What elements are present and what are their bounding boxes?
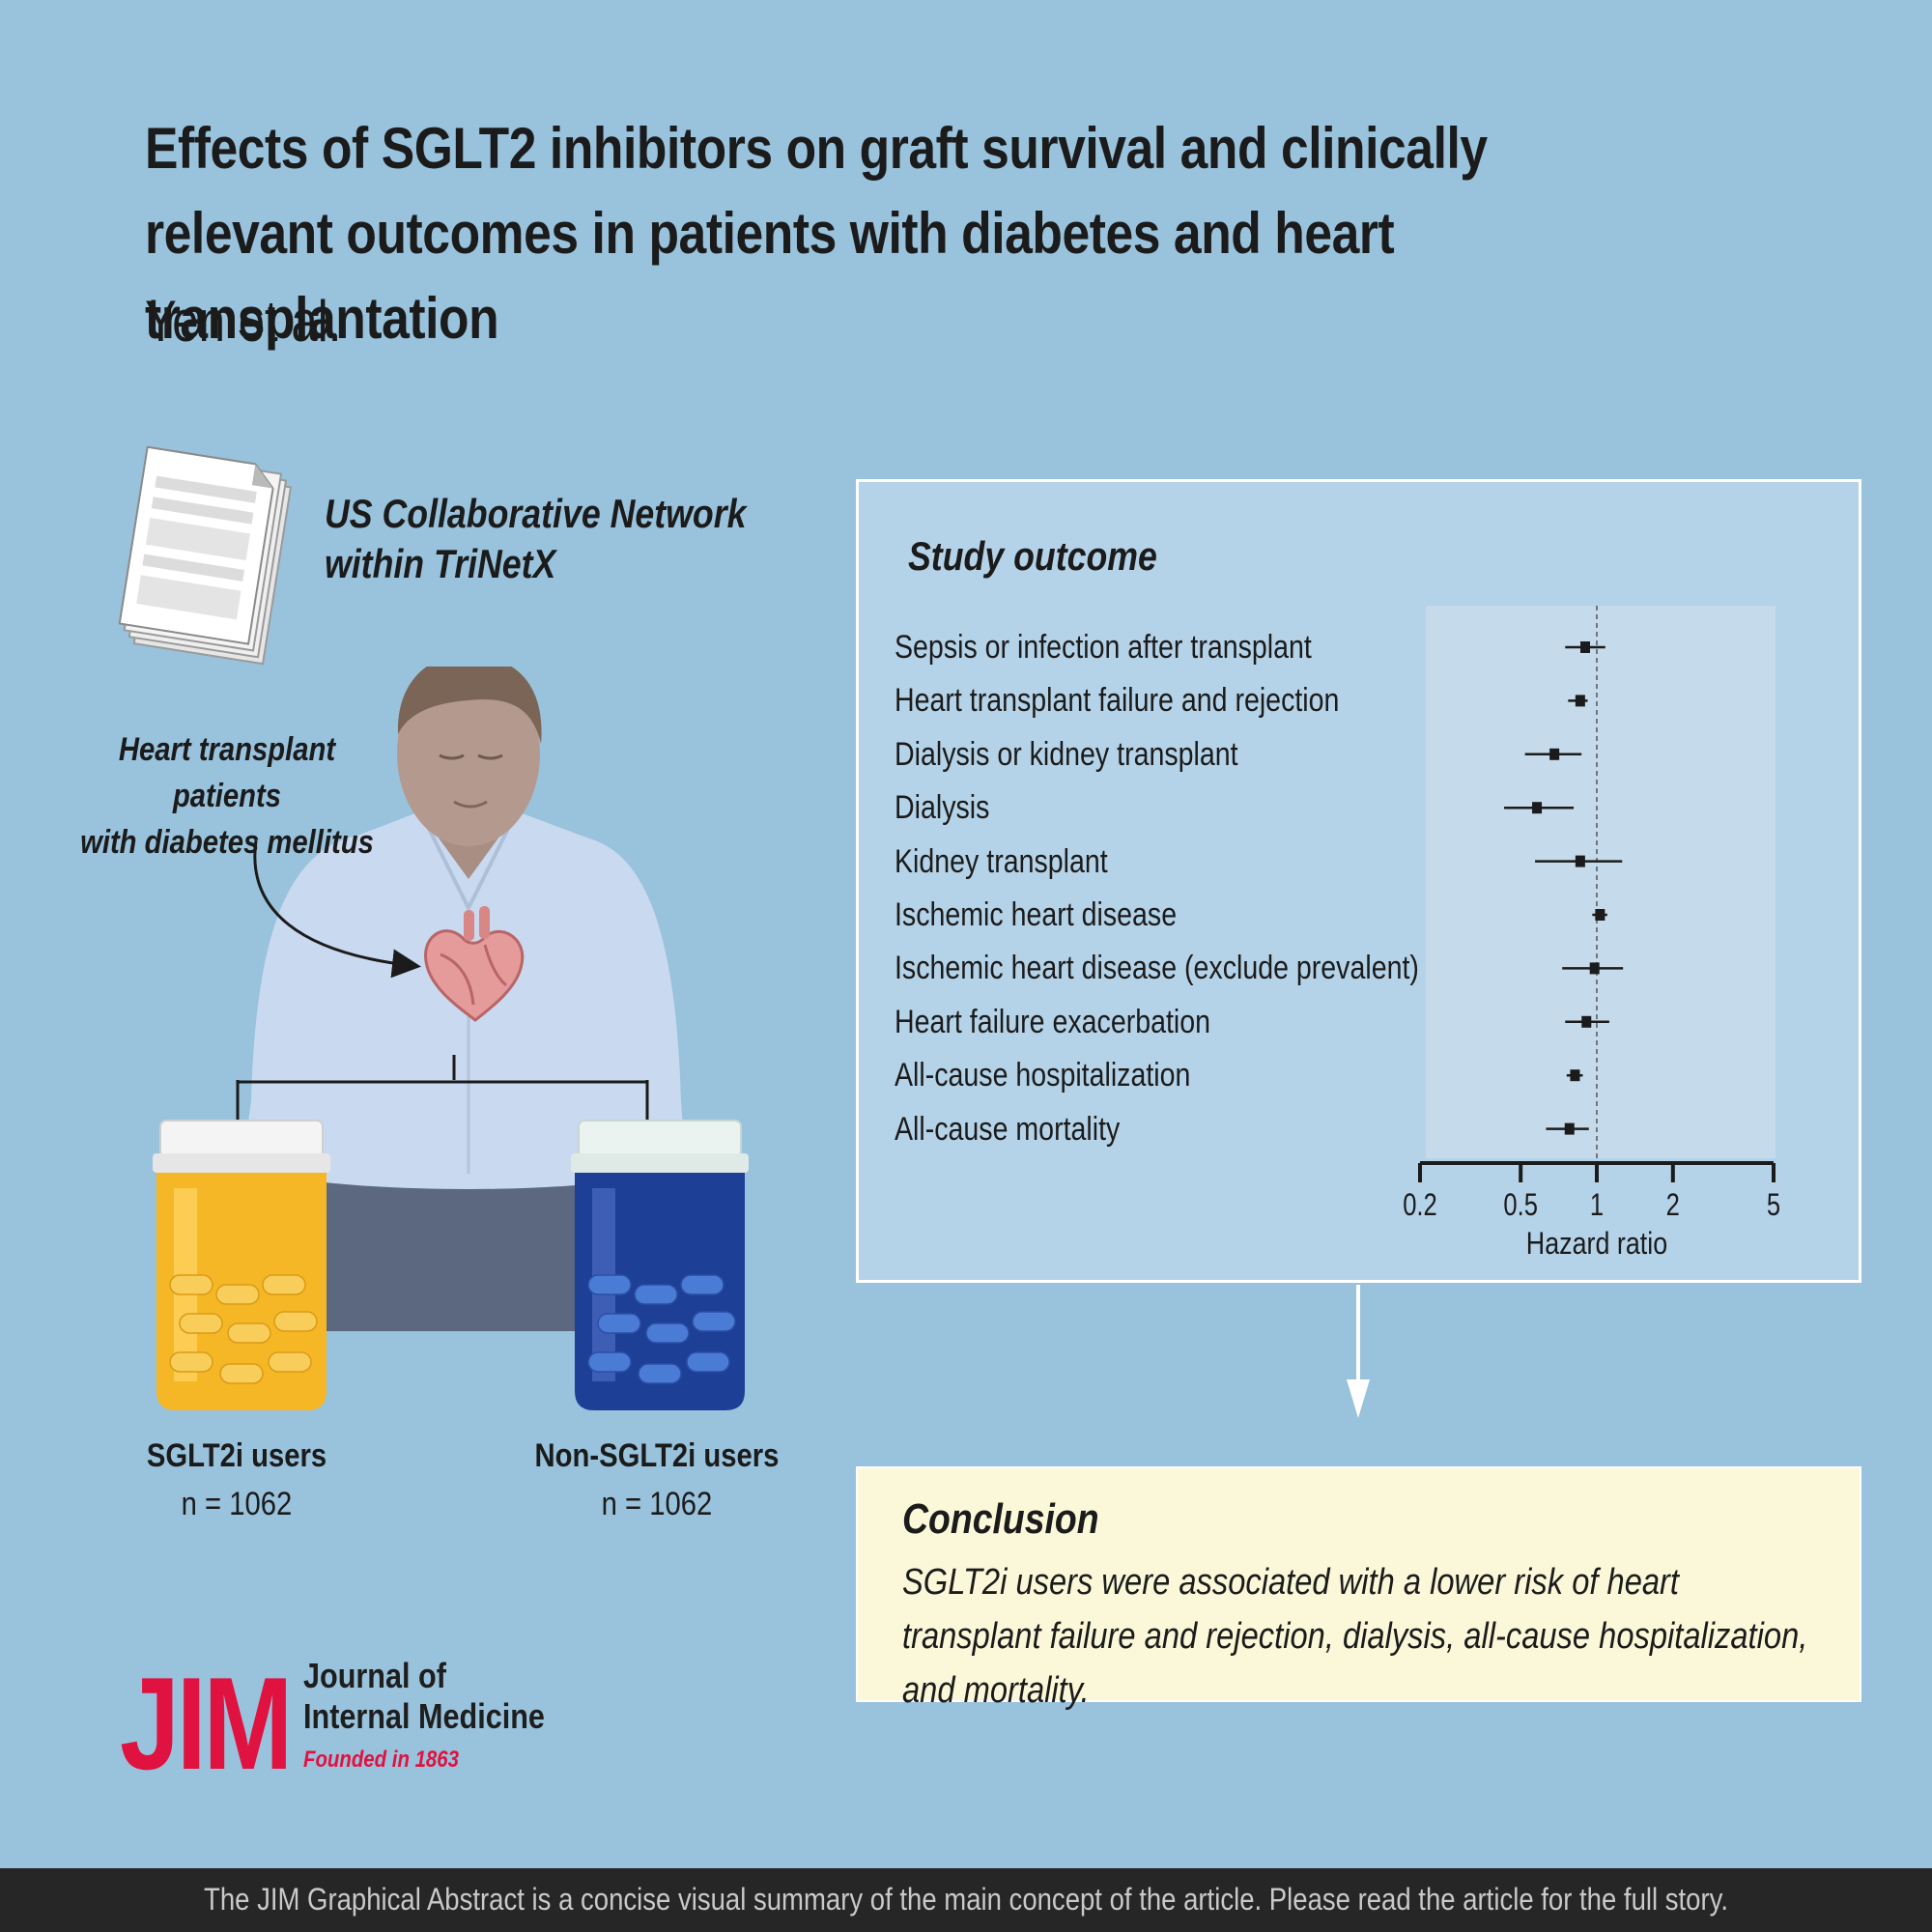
sglt2i-pill-bottle (153, 1120, 330, 1410)
sglt2i-group-n: n = 1062 (181, 1486, 293, 1522)
forest-row-label: Ischemic heart disease (895, 896, 1178, 933)
forest-row-label: Heart failure exacerbation (895, 1003, 1211, 1040)
data-source-line-2: within TriNetX (325, 541, 556, 586)
hazard-ratio-point (1589, 962, 1600, 975)
forest-row-label: Sepsis or infection after transplant (895, 629, 1312, 666)
conclusion-heading: Conclusion (902, 1495, 1099, 1543)
population-line-1: Heart transplant patients (118, 731, 336, 814)
hazard-ratio-point (1549, 748, 1560, 760)
x-tick-label: 0.5 (1503, 1188, 1538, 1222)
journal-name-line-1: Journal of (303, 1656, 446, 1695)
document-stack-icon (118, 446, 293, 666)
study-outcome-heading: Study outcome (908, 533, 1157, 579)
hazard-ratio-point (1532, 802, 1543, 814)
hazard-ratio-point (1595, 909, 1605, 921)
forest-row-label: Kidney transplant (895, 842, 1108, 880)
hazard-ratio-point (1580, 641, 1591, 653)
non-sglt2i-group-label: Non-SGLT2i users (534, 1437, 780, 1474)
population-line-2: with diabetes mellitus (80, 824, 374, 861)
x-tick-label: 0.2 (1403, 1188, 1437, 1222)
footer-bar (0, 1868, 1932, 1932)
hazard-ratio-point (1564, 1122, 1575, 1135)
journal-name: Journal of Internal Medicine (303, 1656, 545, 1737)
journal-founded: Founded in 1863 (303, 1747, 459, 1773)
hazard-ratio-point (1581, 1015, 1592, 1028)
forest-row-label: All-cause mortality (895, 1110, 1121, 1148)
journal-name-line-2: Internal Medicine (303, 1696, 545, 1736)
non-sglt2i-group-n: n = 1062 (601, 1486, 713, 1522)
forest-row-label: All-cause hospitalization (895, 1057, 1191, 1094)
forest-plot-background (1426, 606, 1776, 1158)
conclusion-box (856, 1466, 1861, 1702)
hazard-ratio-point (1575, 695, 1585, 707)
data-source-line-1: US Collaborative Network (325, 491, 747, 536)
patient-hair (397, 667, 542, 744)
heart-icon (424, 906, 525, 1022)
forest-row-label: Dialysis (895, 789, 990, 827)
population-arrow (253, 839, 421, 978)
hazard-ratio-point (1575, 855, 1585, 867)
non-sglt2i-pill-bottle (571, 1120, 749, 1410)
x-axis-label: Hazard ratio (1526, 1227, 1667, 1262)
footer-text: The JIM Graphical Abstract is a concise … (204, 1882, 1728, 1917)
patient-head (397, 667, 540, 846)
x-tick-label: 2 (1666, 1188, 1680, 1222)
forest-row-label: Dialysis or kidney transplant (895, 735, 1238, 773)
conclusion-arrow (1347, 1285, 1370, 1418)
x-tick-label: 5 (1767, 1188, 1780, 1222)
conclusion-text: SGLT2i users were associated with a lowe… (902, 1562, 1808, 1711)
page-title: Effects of SGLT2 inhibitors on graft sur… (145, 116, 1488, 351)
forest-row-label: Ischemic heart disease (exclude prevalen… (895, 950, 1419, 987)
forest-plot: 0.2 0.5 1 2 5 Hazard ratio (1403, 606, 1780, 1262)
authors: Yen et al. (145, 289, 342, 354)
data-source-label: US Collaborative Network within TriNetX (325, 489, 746, 589)
jim-logo: JIM (120, 1650, 293, 1797)
hazard-ratio-point (1570, 1069, 1580, 1082)
forest-row-label: Heart transplant failure and rejection (895, 682, 1340, 720)
population-label: Heart transplant patients with diabetes … (65, 726, 388, 866)
x-tick-label: 1 (1590, 1188, 1604, 1222)
sglt2i-group-label: SGLT2i users (146, 1437, 327, 1474)
